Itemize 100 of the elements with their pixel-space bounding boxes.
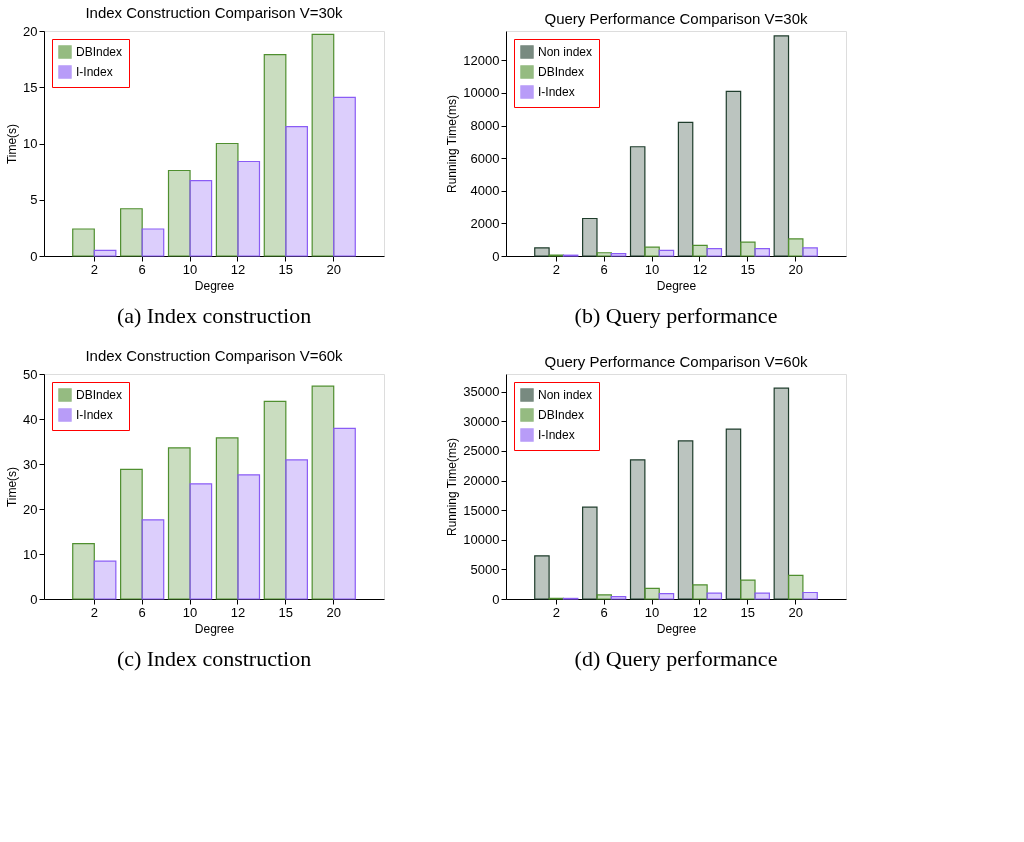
- bar: [141, 519, 165, 600]
- x-tick-label: 20: [788, 261, 803, 277]
- bar: [677, 121, 694, 257]
- y-tick-label: 6000: [470, 150, 500, 166]
- x-tick-label: 10: [182, 261, 198, 277]
- legend-label: Non index: [538, 45, 593, 59]
- legend-label: I-Index: [76, 408, 113, 422]
- y-tick-label: 20: [23, 23, 38, 39]
- x-tick-label: 15: [278, 604, 294, 620]
- bar: [120, 208, 143, 257]
- legend-label: DBIndex: [538, 408, 585, 422]
- legend-label: DBIndex: [538, 65, 585, 79]
- y-tick-label: 10: [23, 546, 38, 562]
- x-tick-label: 15: [740, 604, 756, 620]
- bar: [534, 247, 550, 257]
- bar: [582, 217, 598, 257]
- bar: [333, 96, 356, 257]
- x-tick-label: 15: [740, 261, 756, 277]
- bar: [740, 241, 756, 257]
- text: (a) Index construction: [116, 303, 312, 328]
- bar: [167, 447, 191, 600]
- y-axis-title: Running Time(ms): [445, 437, 460, 537]
- legend-label: Non index: [538, 388, 593, 402]
- bar: [333, 427, 356, 600]
- x-tick-label: 20: [788, 604, 803, 620]
- bar: [754, 248, 770, 257]
- y-tick-label: 4000: [470, 183, 500, 199]
- bar: [189, 180, 213, 257]
- bar: [189, 483, 213, 600]
- bar: [72, 543, 95, 600]
- y-tick-label: 50: [23, 366, 38, 382]
- x-tick-label: 2: [90, 604, 98, 620]
- legend-label: I-Index: [538, 85, 575, 99]
- y-tick-label: 0: [492, 591, 500, 607]
- bar: [773, 35, 790, 257]
- text: (c) Index construction: [116, 646, 312, 671]
- bar: [725, 428, 742, 600]
- bar: [802, 591, 818, 600]
- bar: [725, 90, 742, 257]
- bar: [629, 459, 646, 600]
- y-tick-label: 12000: [463, 52, 500, 68]
- y-axis-title: Running Time(ms): [445, 94, 460, 194]
- y-tick-label: 30000: [463, 413, 500, 429]
- chart-title: Query Performance Comparison V=30k: [544, 10, 809, 27]
- bar: [311, 385, 335, 600]
- x-tick-label: 10: [182, 604, 198, 620]
- text: (b) Query performance: [574, 303, 778, 328]
- bar: [167, 169, 191, 257]
- x-tick-label: 2: [552, 604, 560, 620]
- bar: [787, 238, 804, 257]
- x-tick-label: 12: [230, 261, 246, 277]
- x-tick-label: 6: [600, 261, 608, 277]
- x-axis-title: Degree: [656, 621, 697, 636]
- y-tick-label: 30: [23, 456, 38, 472]
- bar: [740, 579, 756, 600]
- y-tick-label: 10000: [463, 532, 500, 548]
- bar: [263, 54, 287, 257]
- chart-title: Index Construction Comparison V=30k: [85, 4, 344, 21]
- legend-label: I-Index: [76, 65, 113, 79]
- text: (d) Query performance: [574, 646, 778, 671]
- x-tick-label: 20: [326, 604, 341, 620]
- bar: [706, 248, 723, 257]
- y-tick-label: 20: [23, 501, 38, 517]
- bar: [285, 126, 308, 257]
- y-tick-label: 35000: [463, 384, 500, 400]
- bar: [120, 468, 143, 600]
- y-tick-label: 0: [30, 591, 38, 607]
- y-tick-label: 15: [23, 79, 38, 95]
- x-tick-label: 6: [138, 261, 146, 277]
- x-tick-label: 12: [692, 604, 708, 620]
- x-tick-label: 6: [138, 604, 146, 620]
- bar: [677, 440, 694, 600]
- x-tick-label: 6: [600, 604, 608, 620]
- bar: [754, 592, 770, 600]
- y-tick-label: 20000: [463, 473, 500, 489]
- bar: [596, 252, 612, 257]
- legend-label: DBIndex: [76, 45, 123, 59]
- bar: [610, 596, 627, 600]
- x-tick-label: 2: [552, 261, 560, 277]
- legend-label: I-Index: [538, 428, 575, 442]
- chart-title: Query Performance Comparison V=60k: [544, 353, 809, 370]
- bar: [215, 437, 239, 600]
- bar: [802, 247, 818, 257]
- bar: [93, 560, 117, 600]
- x-tick-label: 15: [278, 261, 294, 277]
- bar: [596, 594, 612, 600]
- bar: [215, 142, 239, 257]
- bar: [582, 506, 598, 600]
- y-axis-title: Time(s): [5, 123, 20, 165]
- bar: [706, 592, 723, 600]
- y-axis-title: Time(s): [5, 466, 20, 508]
- y-tick-label: 25000: [463, 443, 500, 459]
- bar: [237, 160, 261, 257]
- y-tick-label: 0: [492, 248, 500, 264]
- y-tick-label: 10: [23, 136, 38, 151]
- bar: [658, 593, 675, 600]
- bar: [263, 400, 287, 600]
- y-tick-label: 40: [23, 411, 38, 427]
- y-tick-label: 2000: [470, 215, 500, 231]
- bar: [644, 587, 660, 600]
